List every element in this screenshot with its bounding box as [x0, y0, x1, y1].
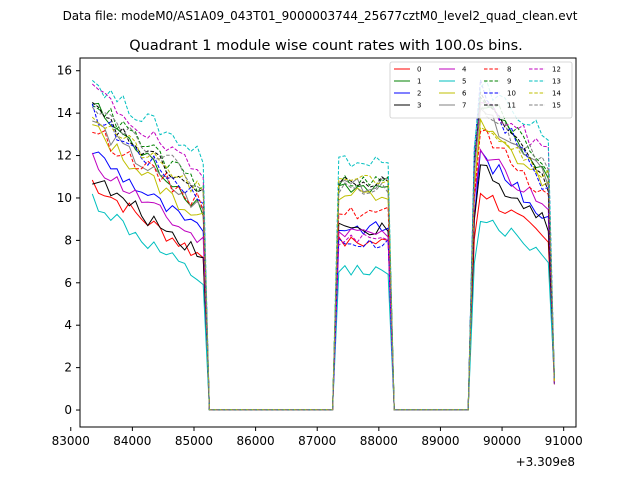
series-line-1: [92, 102, 555, 411]
legend-label-7: 7: [462, 102, 466, 110]
chart-title: Quadrant 1 module wise count rates with …: [129, 38, 523, 54]
x-axis-offset-label: +3.309e8: [516, 455, 575, 469]
y-tick-label: 0: [64, 403, 72, 417]
legend-label-0: 0: [417, 66, 421, 74]
y-tick-label: 14: [57, 106, 72, 120]
data-file-suptitle: Data file: modeM0/AS1A09_043T01_90000037…: [63, 9, 578, 23]
legend-label-4: 4: [462, 66, 467, 74]
y-tick-label: 6: [64, 276, 72, 290]
series-line-5: [91, 193, 555, 411]
series-line-2: [92, 149, 555, 411]
x-tick-label: 84000: [113, 434, 151, 448]
legend-label-12: 12: [552, 66, 561, 74]
legend-label-5: 5: [462, 78, 466, 86]
y-tick-label: 2: [64, 361, 72, 375]
legend-frame: [389, 61, 573, 119]
x-tick-label: 89000: [421, 434, 459, 448]
legend-label-3: 3: [417, 102, 421, 110]
series-line-11: [91, 90, 555, 411]
x-tick-label: 87000: [298, 434, 336, 448]
x-tick-label: 83000: [52, 434, 90, 448]
series-line-15: [91, 101, 555, 411]
x-axis: 83000 84000 85000 86000 87000 88000 89000 90000…: [52, 427, 583, 448]
y-tick-label: 4: [64, 318, 72, 332]
y-tick-label: 10: [57, 191, 72, 205]
x-tick-label: 90000: [483, 434, 521, 448]
series-line-0: [91, 179, 555, 411]
y-axis: 0 2 4 6 8 10 12 14 16: [57, 64, 80, 417]
series-line-7: [92, 107, 555, 411]
legend-label-9: 9: [507, 78, 511, 86]
legend-label-2: 2: [417, 90, 421, 98]
x-tick-label: 85000: [175, 434, 213, 448]
y-tick-label: 12: [57, 149, 72, 163]
series-layer: [91, 79, 555, 411]
legend-label-11: 11: [507, 102, 516, 110]
series-line-9: [92, 95, 555, 411]
legend-label-1: 1: [417, 78, 421, 86]
legend-label-8: 8: [507, 66, 511, 74]
series-line-4: [91, 148, 555, 411]
y-tick-label: 16: [57, 64, 72, 78]
x-tick-label: 86000: [237, 434, 275, 448]
legend-label-15: 15: [552, 102, 561, 110]
plot-frame: [79, 57, 577, 428]
legend-label-13: 13: [552, 78, 561, 86]
legend-label-10: 10: [507, 90, 516, 98]
legend-label-6: 6: [462, 90, 467, 98]
x-tick-label: 91000: [545, 434, 583, 448]
series-line-12: [91, 83, 555, 411]
y-tick-label: 8: [64, 233, 72, 247]
legend-label-14: 14: [552, 90, 561, 98]
x-tick-label: 88000: [360, 434, 398, 448]
